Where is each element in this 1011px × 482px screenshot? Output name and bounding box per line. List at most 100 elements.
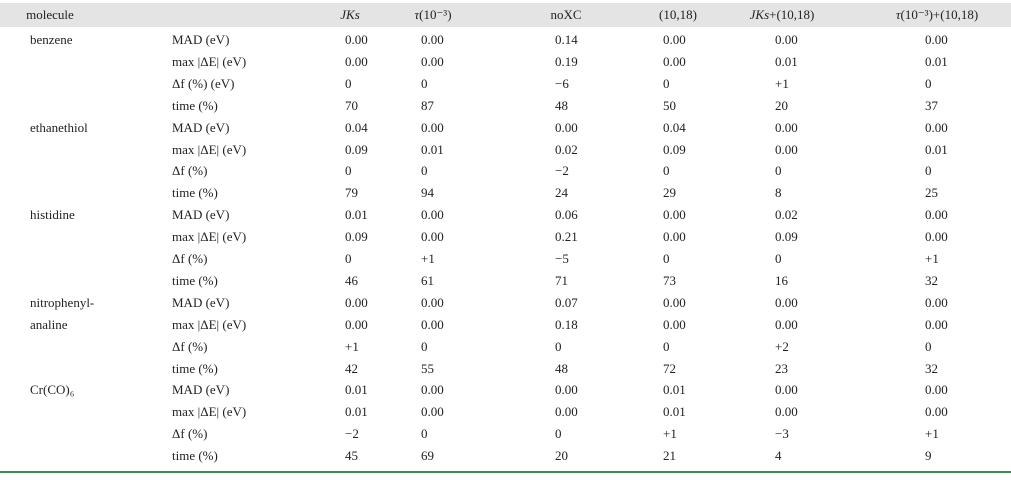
cell-value: 8	[775, 185, 782, 201]
cell-value: 0.00	[421, 32, 444, 47]
cell-value: 0	[421, 163, 428, 179]
cell-value: 0.19	[555, 53, 578, 69]
cell-value: 73	[663, 272, 676, 288]
cell-value: 0.06	[555, 207, 578, 223]
cell-value: 0.00	[775, 316, 798, 332]
cell-value: 0.00	[925, 404, 948, 420]
cell-value: 0.01	[925, 141, 948, 157]
cell-value: +1	[663, 426, 677, 442]
metric-label: max |ΔE| (eV)	[172, 53, 247, 69]
cell-value: 72	[663, 360, 676, 376]
cell-value: 55	[421, 360, 434, 376]
cell-value: 0	[663, 251, 670, 266]
cell-value: 0	[421, 338, 428, 354]
cell-value: 69	[421, 448, 434, 464]
cell-value: 0.00	[663, 294, 686, 310]
header-part: JKs	[749, 7, 770, 22]
cell-value: 87	[421, 97, 434, 113]
cell-value: 0.00	[925, 119, 948, 135]
cell-value: 0.00	[925, 294, 948, 310]
molecule-name: benzene	[30, 32, 73, 47]
cell-value: 0.00	[421, 53, 444, 69]
cell-value: 29	[663, 185, 676, 201]
cell-value: 0.00	[663, 207, 686, 223]
cell-value: 0.00	[421, 207, 444, 223]
metric-label: time (%)	[172, 272, 218, 288]
cell-value: 42	[345, 360, 358, 376]
cell-value: 9	[925, 448, 932, 464]
cell-value: 0	[345, 75, 352, 91]
metric-label: time (%)	[172, 185, 218, 201]
cell-value: 0.09	[663, 141, 686, 157]
cell-value: −5	[555, 251, 569, 266]
cell-value: 0.00	[775, 32, 798, 47]
header-part: JKs	[340, 7, 360, 22]
metric-label: MAD (eV)	[172, 294, 230, 310]
column-header: (10,18)	[659, 7, 697, 23]
cell-value: 0.00	[345, 294, 368, 310]
column-header: JKs	[340, 7, 360, 23]
cell-value: 0	[925, 75, 932, 91]
cell-value: 0.01	[775, 53, 798, 69]
header-part: (10⁻³)	[419, 7, 452, 22]
cell-value: 0.04	[345, 119, 368, 135]
metric-label: time (%)	[172, 97, 218, 113]
cell-value: 0.00	[663, 32, 686, 47]
header-part: noXC	[550, 7, 582, 22]
cell-value: 0.02	[555, 141, 578, 157]
cell-value: +1	[421, 251, 435, 266]
cell-value: 0	[555, 426, 562, 442]
cell-value: 0	[421, 75, 428, 91]
molecule-name: nitrophenyl-	[30, 294, 95, 310]
cell-value: 0.09	[345, 141, 368, 157]
metric-label: MAD (eV)	[172, 32, 230, 47]
cell-value: 0.00	[775, 404, 798, 420]
cell-value: +2	[775, 338, 789, 354]
cell-value: 0	[555, 338, 562, 354]
cell-value: −2	[345, 426, 359, 442]
cell-value: 0.00	[775, 294, 798, 310]
cell-value: 0.00	[555, 382, 578, 398]
cell-value: −3	[775, 426, 789, 442]
metric-label: time (%)	[172, 360, 218, 376]
cell-value: +1	[345, 338, 359, 354]
cell-value: 46	[345, 272, 358, 288]
cell-value: 0.01	[345, 382, 368, 398]
cell-value: 0.07	[555, 294, 578, 310]
metric-label: Δf (%)	[172, 251, 208, 266]
molecule-name: ethanethiol	[30, 119, 88, 135]
column-header: JKs+(10,18)	[750, 7, 815, 23]
metric-label: Δf (%)	[172, 426, 208, 442]
cell-value: 0.00	[775, 382, 798, 398]
cell-value: 0.00	[421, 382, 444, 398]
cell-value: 23	[775, 360, 788, 376]
cell-value: 0.00	[775, 141, 798, 157]
cell-value: 20	[555, 448, 568, 464]
cell-value: 45	[345, 448, 358, 464]
cell-value: +1	[925, 251, 939, 266]
cell-value: 0.00	[925, 32, 948, 47]
molecule-name: analine	[30, 316, 68, 332]
cell-value: 0	[421, 426, 428, 442]
metric-label: max |ΔE| (eV)	[172, 141, 247, 157]
cell-value: 0	[663, 338, 670, 354]
cell-value: 70	[345, 97, 358, 113]
metric-label: MAD (eV)	[172, 382, 230, 398]
cell-value: 0.00	[345, 316, 368, 332]
cell-value: 0	[663, 163, 670, 179]
cell-value: 0.01	[925, 53, 948, 69]
cell-value: 94	[421, 185, 434, 201]
cell-value: 48	[555, 360, 568, 376]
cell-value: −6	[555, 75, 569, 91]
header-part: (10⁻³)+(10,18)	[900, 7, 979, 22]
cell-value: 0.00	[663, 229, 686, 245]
cell-value: 0.00	[421, 316, 444, 332]
cell-value: 0	[925, 338, 932, 354]
cell-value: 48	[555, 97, 568, 113]
header-part: (10,18)	[659, 7, 697, 22]
cell-value: 25	[925, 185, 938, 201]
cell-value: 16	[775, 272, 788, 288]
metric-label: max |ΔE| (eV)	[172, 229, 247, 245]
column-header: noXC	[550, 7, 581, 23]
